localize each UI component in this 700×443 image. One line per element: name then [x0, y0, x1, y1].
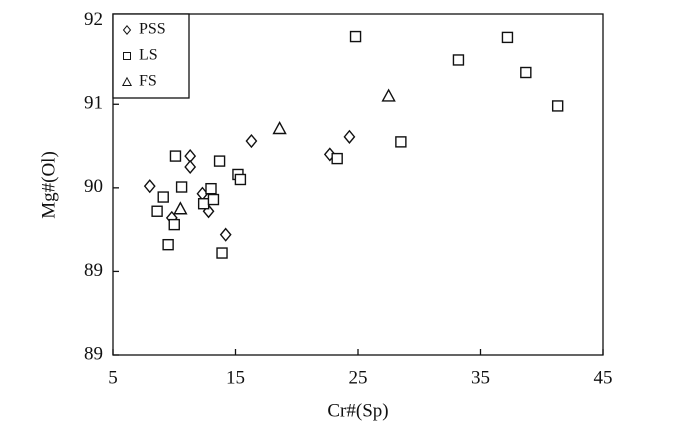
point: [175, 181, 188, 193]
x-tick-label: 35: [471, 367, 490, 388]
point: [452, 54, 465, 66]
y-tick-label: 90: [84, 176, 103, 197]
legend-marker: [122, 25, 132, 35]
x-tick-label: 45: [594, 367, 613, 388]
point: [151, 205, 163, 217]
point: [349, 30, 362, 43]
point: [551, 100, 564, 112]
legend-label: PSS: [139, 21, 166, 38]
point: [234, 173, 247, 186]
point: [245, 133, 258, 149]
point: [143, 179, 156, 194]
point: [173, 201, 188, 215]
point: [197, 198, 210, 210]
y-tick-label: 92: [84, 9, 103, 30]
point: [168, 218, 180, 231]
y-tick-label: 89: [84, 260, 103, 281]
point: [272, 121, 287, 135]
point: [501, 31, 514, 44]
legend-marker: [123, 52, 131, 60]
point: [520, 66, 532, 79]
x-axis-label: Cr#(Sp): [327, 400, 388, 421]
point: [205, 182, 217, 195]
y-tick-label: 89: [84, 343, 103, 364]
legend-label: LS: [139, 47, 158, 64]
y-tick-label: 91: [84, 93, 103, 114]
point: [216, 247, 228, 259]
point: [157, 191, 169, 203]
point: [343, 129, 356, 144]
point: [169, 150, 182, 162]
legend-label: FS: [139, 73, 157, 90]
y-axis-label: Mg#(Ol): [38, 151, 59, 219]
x-tick-label: 5: [108, 367, 118, 388]
point: [213, 155, 226, 167]
legend: PSS LS FS: [112, 13, 190, 99]
point: [184, 159, 197, 175]
x-tick-label: 15: [226, 367, 245, 388]
x-tick-label: 25: [349, 367, 368, 388]
point: [219, 227, 232, 242]
point: [331, 152, 343, 165]
point: [207, 193, 220, 206]
legend-marker: [121, 76, 133, 86]
point: [381, 88, 396, 102]
point: [162, 238, 174, 251]
point: [395, 136, 407, 148]
